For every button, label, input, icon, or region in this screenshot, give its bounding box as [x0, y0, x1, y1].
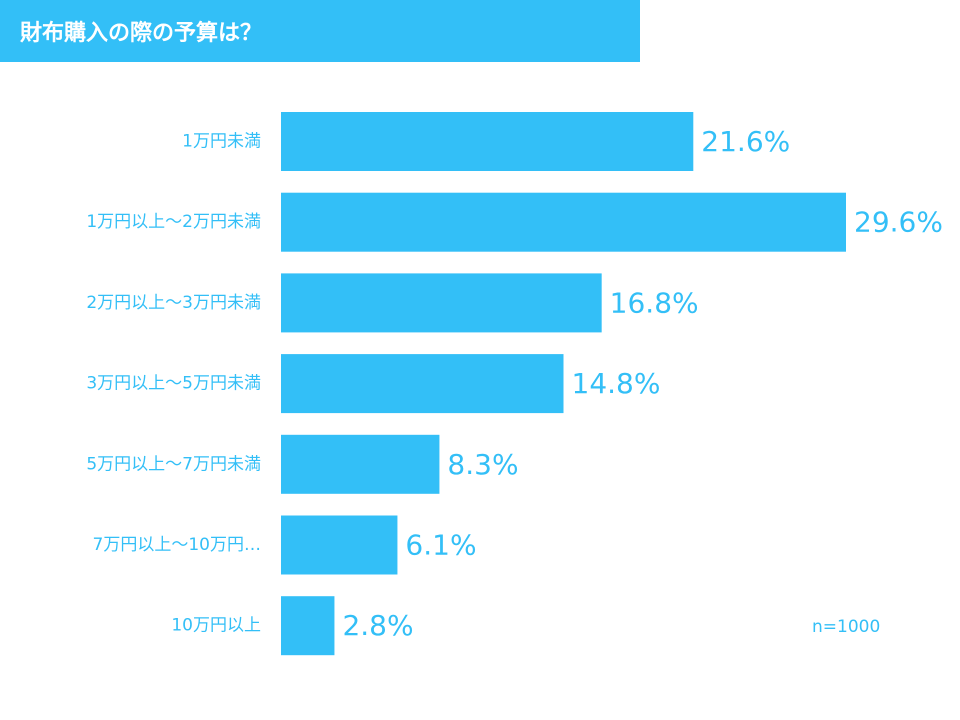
bar	[281, 192, 846, 252]
bar	[281, 354, 564, 414]
value-label: 6.1%	[405, 529, 476, 562]
sample-size-note: n=1000	[812, 617, 881, 637]
value-label: 14.8%	[572, 367, 661, 400]
bar	[281, 273, 602, 333]
value-label: 29.6%	[854, 206, 943, 239]
title-bar: 財布購入の際の予算は？	[0, 0, 640, 62]
bar	[281, 434, 440, 494]
bar	[281, 596, 335, 656]
value-label: 16.8%	[610, 286, 699, 319]
value-label: 8.3%	[447, 448, 518, 481]
category-label: 3万円以上〜5万円未満	[86, 374, 261, 394]
category-label: 10万円以上	[171, 616, 261, 636]
category-label: 1万円未満	[182, 132, 261, 152]
category-label: 7万円以上〜10万円…	[93, 535, 261, 555]
value-label: 2.8%	[342, 609, 413, 642]
category-label: 2万円以上〜3万円未満	[86, 293, 261, 313]
category-label: 1万円以上〜2万円未満	[86, 212, 261, 232]
bar	[281, 515, 398, 575]
category-label: 5万円以上〜7万円未満	[86, 454, 261, 474]
value-label: 21.6%	[701, 125, 790, 158]
bar	[281, 112, 694, 171]
chart-title: 財布購入の際の予算は？	[20, 21, 263, 46]
